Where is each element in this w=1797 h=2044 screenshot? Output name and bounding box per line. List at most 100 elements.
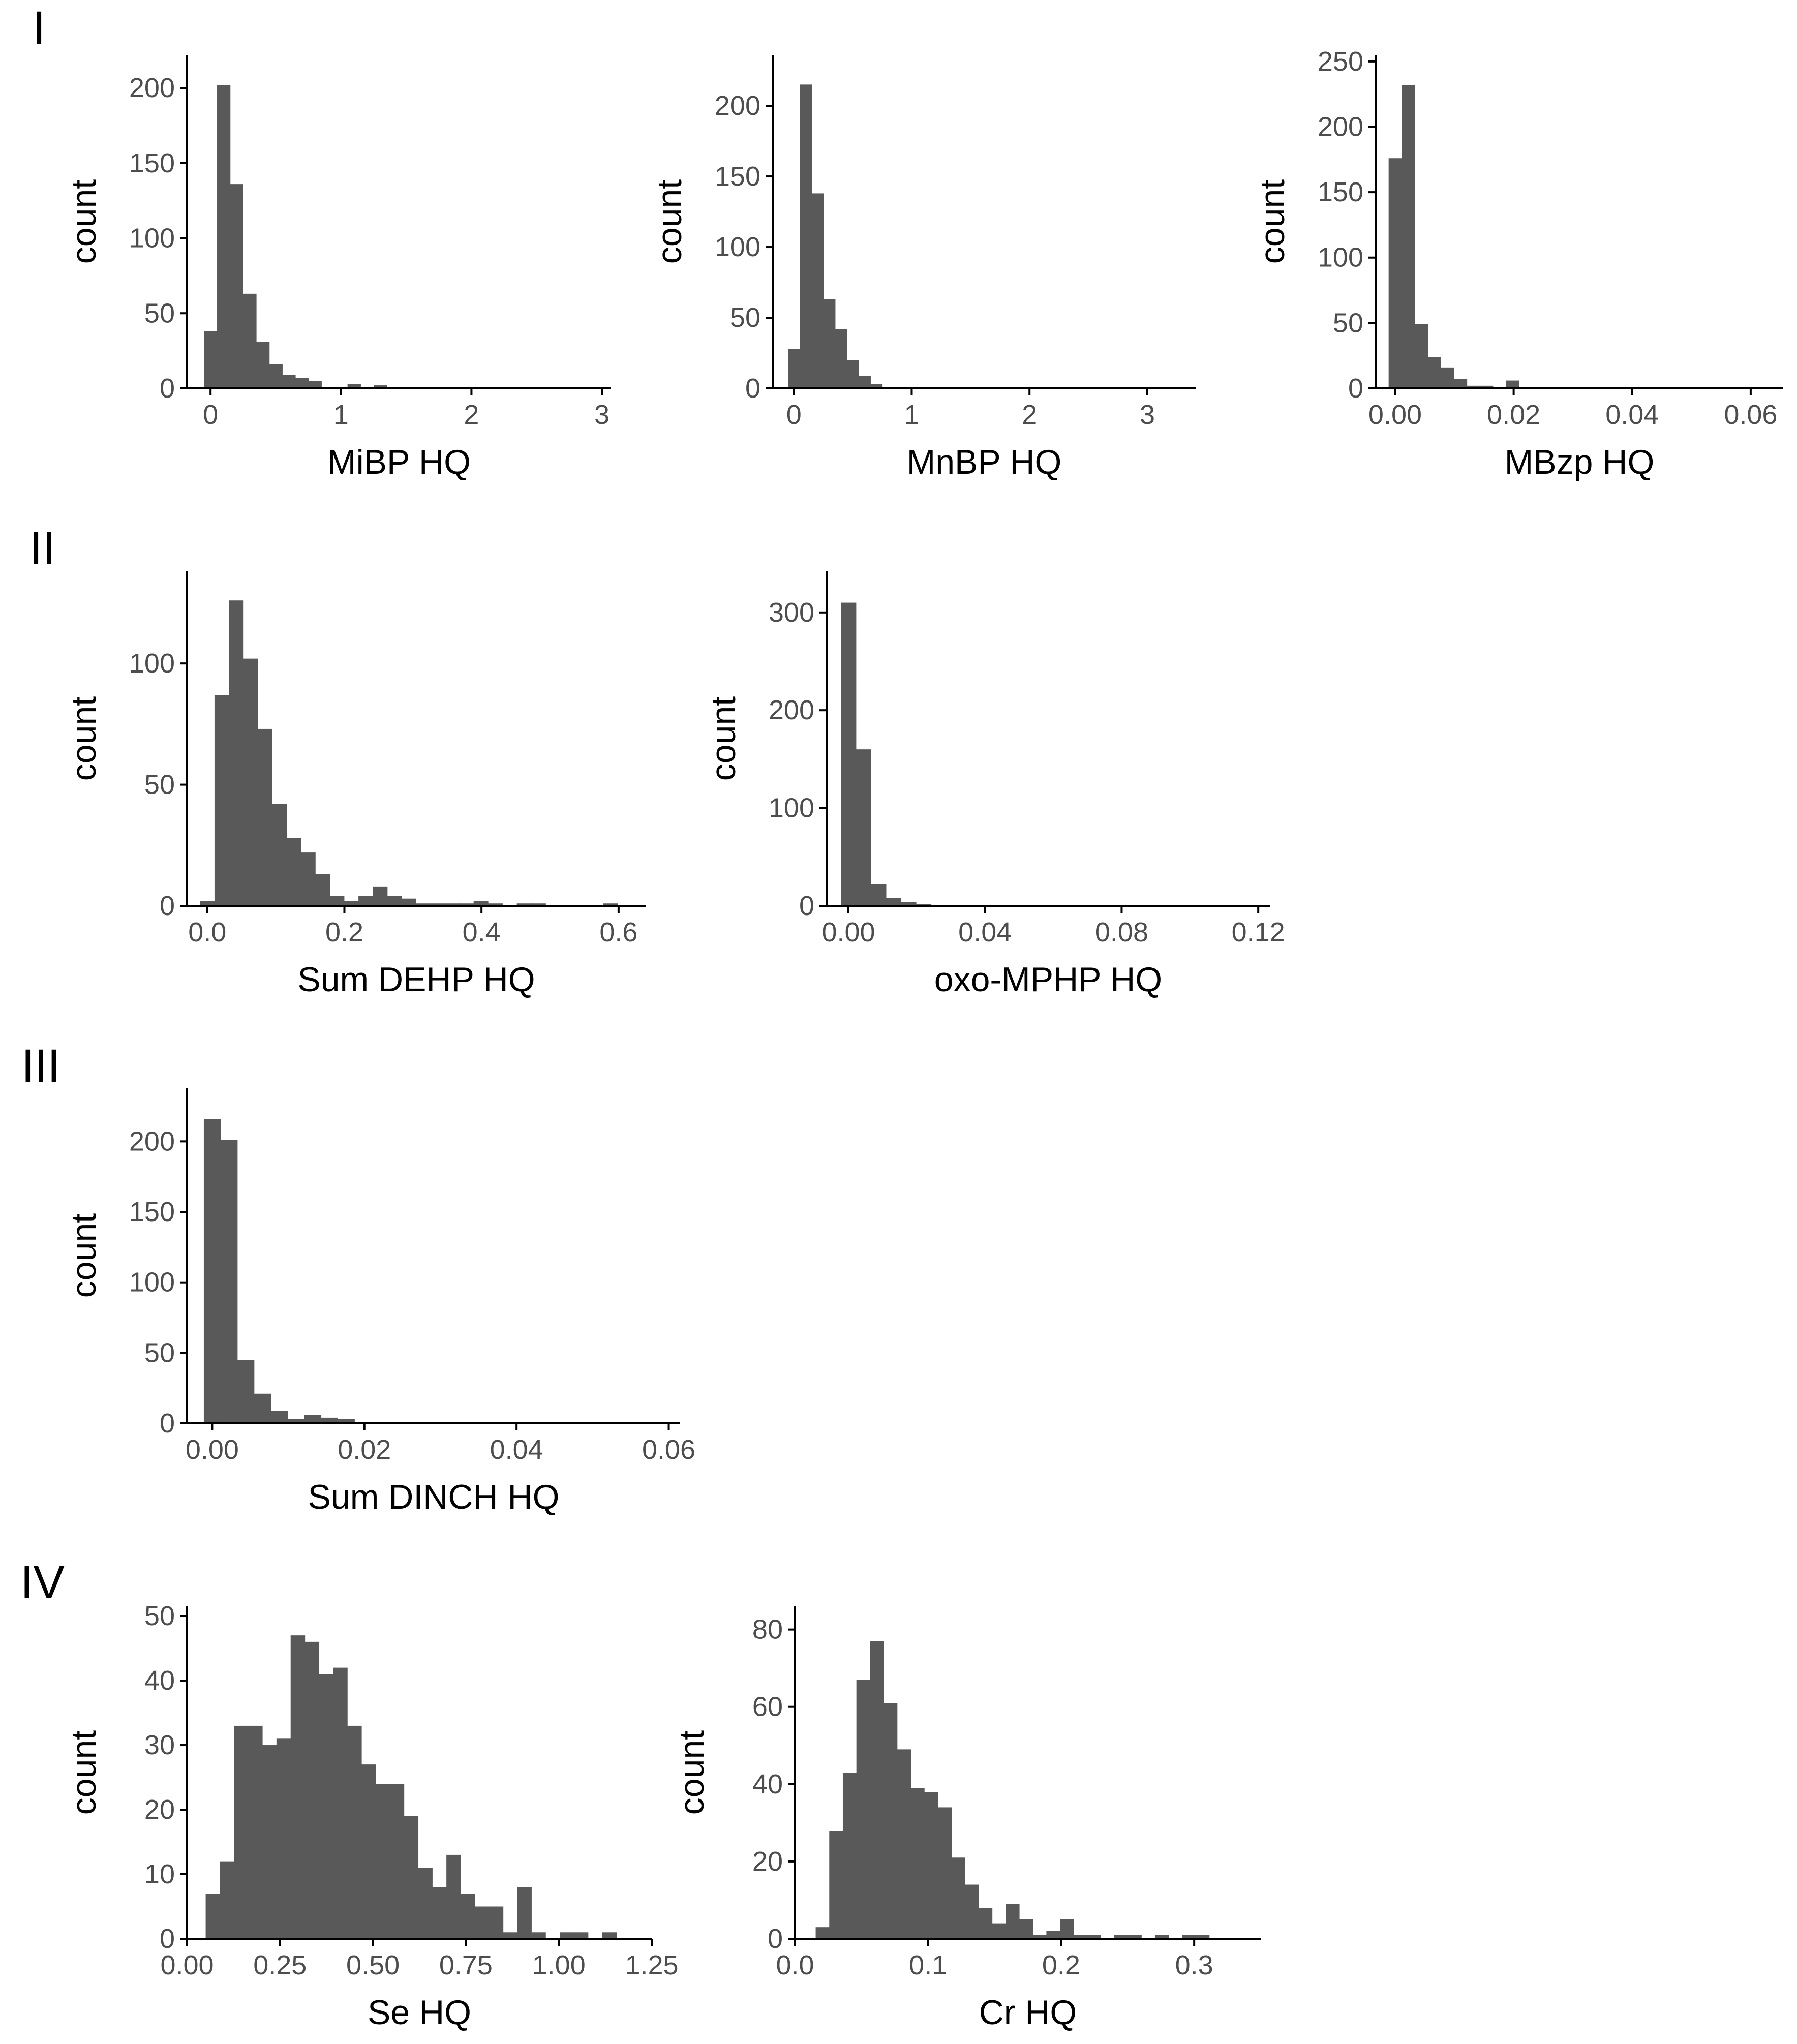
y-axis-title: count [673,1730,711,1815]
y-tick-label: 100 [715,232,760,262]
y-axis-title: count [65,1213,103,1298]
bar [1073,1935,1088,1939]
x-axis-title: oxo-MPHP HQ [934,960,1162,999]
bar [217,85,231,389]
bars [203,1119,355,1423]
bar [416,903,431,906]
bar [489,1906,504,1939]
bar [1182,1935,1196,1939]
bar [287,1419,305,1423]
y-tick-label: 100 [129,223,175,254]
bar [992,1923,1006,1939]
histogram-dinch: 0 50 100 150 200 0.00 0.02 0.04 0.06 Sum DINCH HQ… [65,1088,695,1516]
bar [901,902,917,906]
y-tick-label: 0 [799,891,814,921]
row-label-2: II [29,523,55,574]
bar [269,364,283,388]
x-axis-title: Sum DINCH HQ [308,1478,560,1516]
y-tick-label: 150 [1318,177,1363,207]
bar [459,903,474,906]
y-axis-title: count [704,696,743,781]
x-tick-label: 0.2 [1042,1950,1080,1980]
bar [308,381,322,388]
x-tick-label: 3 [594,400,610,430]
bar [344,901,359,906]
bars [200,600,618,906]
x-tick-label: 1.25 [625,1950,678,1980]
bar [859,375,871,388]
bar [1006,1904,1020,1939]
bar [1046,1931,1060,1939]
x-tick-label: 0.75 [439,1950,493,1980]
histogram-mbzp: 0 50 100 150 200 250 0.00 0.02 0.04 0.06 MBzp HQ co… [1253,46,1783,481]
bar [856,1680,870,1939]
x-axis-title: Cr HQ [979,1993,1077,2032]
y-axis-title: count [650,179,689,264]
bar [871,884,887,906]
y-tick-label: 150 [129,1197,175,1227]
bar [230,184,243,388]
bar [203,1119,221,1423]
bar [234,1725,249,1939]
x-tick-label: 0.3 [1175,1950,1213,1980]
bar [375,1784,390,1939]
bar [1480,385,1494,388]
bar [445,903,460,906]
bar [319,1674,333,1939]
y-tick-label: 0 [160,373,175,404]
bar [229,600,244,906]
bar [1402,85,1415,389]
x-tick-label: 0.04 [1605,400,1659,430]
bar [304,1415,322,1423]
bar [304,1641,320,1939]
bar [1196,1935,1210,1939]
bar [1114,1935,1129,1939]
x-tick-label: 0.0 [188,917,226,948]
x-tick-label: 0.06 [1724,400,1777,430]
bar [884,1703,898,1939]
bar [257,728,272,906]
bar [951,1857,965,1939]
y-tick-label: 150 [715,161,760,192]
y-tick-label: 0 [745,373,760,404]
bar [965,1884,979,1939]
bar [446,1854,461,1939]
bar [800,84,812,388]
bar [256,342,270,388]
bar [248,1725,263,1939]
bar [338,1419,355,1423]
y-tick-label: 200 [129,1126,175,1156]
x-tick-label: 0.25 [253,1950,307,1980]
bars [841,602,1052,906]
histogram-se: 0 10 20 30 40 50 0.00 0.25 0.50 0.75 1.00 1.25 Se HQ… [65,1601,679,2032]
bar [243,293,257,388]
bar [1414,324,1428,388]
bars [1388,85,1624,389]
bar [1019,1919,1033,1939]
bar [295,378,309,388]
y-tick-label: 300 [769,597,814,628]
x-axis-title: Se HQ [368,1993,471,2032]
y-tick-label: 100 [129,648,175,679]
bar [531,1932,546,1939]
x-tick-label: 0.12 [1232,917,1285,948]
x-tick-label: 0.02 [1487,400,1540,430]
x-tick-label: 2 [1022,400,1037,430]
bar [602,1932,617,1939]
y-axis-title: count [65,1730,103,1815]
bar [870,384,883,388]
bar [461,1894,475,1939]
bars [815,1641,1210,1939]
bar [347,384,361,388]
y-tick-label: 100 [769,793,814,823]
y-axis-title: count [1253,179,1292,264]
bar [603,903,618,906]
bar [358,896,374,906]
x-tick-label: 0.04 [958,917,1012,948]
y-tick-label: 40 [144,1665,175,1696]
bar [237,1360,255,1423]
bar [516,903,532,906]
x-tick-label: 0.6 [599,917,637,948]
bar [1128,1935,1142,1939]
bar [402,898,416,906]
